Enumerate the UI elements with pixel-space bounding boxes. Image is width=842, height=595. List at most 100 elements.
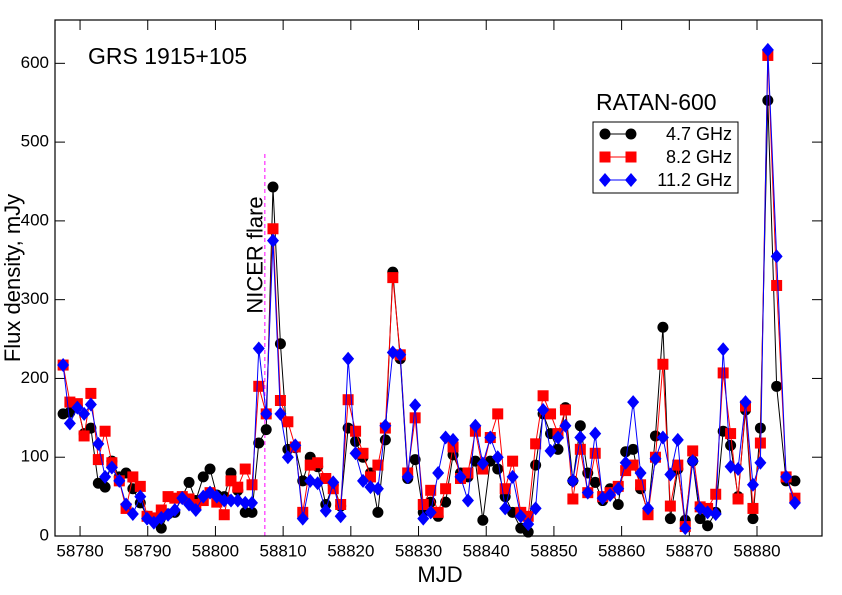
marker	[484, 430, 497, 445]
marker	[364, 480, 377, 495]
marker	[197, 471, 209, 483]
marker	[567, 493, 579, 505]
marker	[507, 455, 519, 467]
marker	[657, 358, 669, 370]
x-tick-label: 58790	[124, 541, 171, 560]
marker	[642, 501, 655, 516]
marker	[454, 469, 467, 484]
marker	[604, 488, 617, 503]
marker	[64, 406, 76, 418]
marker	[189, 503, 202, 518]
marker	[566, 473, 579, 488]
x-tick-label: 58810	[259, 541, 306, 560]
marker	[371, 481, 384, 496]
marker	[589, 426, 602, 441]
marker	[267, 223, 279, 235]
marker	[289, 438, 302, 453]
legend-label: 4.7 GHz	[666, 124, 732, 144]
marker	[589, 447, 601, 459]
marker	[372, 459, 384, 471]
x-tick-label: 58840	[463, 541, 510, 560]
marker	[364, 471, 376, 483]
marker	[664, 500, 676, 512]
marker	[282, 416, 294, 428]
marker	[304, 459, 316, 471]
marker	[245, 495, 258, 510]
marker	[491, 450, 504, 465]
x-tick-label: 58860	[598, 541, 645, 560]
y-axis-label: Flux density, mJy	[0, 194, 25, 362]
marker	[260, 424, 272, 436]
marker	[239, 463, 251, 475]
marker	[447, 432, 460, 447]
marker	[679, 521, 692, 536]
marker	[274, 395, 286, 407]
marker	[225, 475, 237, 487]
marker	[312, 457, 324, 469]
marker	[424, 505, 437, 520]
marker	[85, 387, 97, 399]
x-tick-label: 58850	[530, 541, 577, 560]
marker	[717, 342, 730, 357]
marker	[746, 477, 759, 492]
marker	[762, 94, 774, 106]
marker	[168, 503, 181, 518]
y-tick-label: 0	[40, 525, 49, 544]
marker	[725, 428, 737, 440]
marker	[440, 496, 452, 508]
marker	[619, 455, 632, 470]
marker	[771, 380, 783, 392]
marker	[327, 475, 340, 490]
marker	[342, 351, 355, 366]
marker	[57, 358, 70, 373]
marker	[232, 481, 244, 493]
marker	[225, 493, 238, 508]
marker	[754, 455, 767, 470]
marker	[63, 416, 76, 431]
marker	[625, 173, 637, 187]
marker	[537, 402, 550, 417]
marker	[78, 406, 91, 421]
marker	[425, 484, 437, 496]
x-tick-label: 58820	[327, 541, 374, 560]
marker	[687, 445, 699, 457]
x-tick-label: 58830	[395, 541, 442, 560]
marker	[664, 467, 677, 482]
marker	[761, 42, 774, 57]
marker	[409, 454, 421, 466]
marker	[732, 462, 745, 477]
marker	[461, 493, 474, 508]
marker	[379, 418, 392, 433]
marker	[627, 459, 639, 471]
x-tick-label: 58870	[666, 541, 713, 560]
marker	[710, 488, 722, 500]
marker	[581, 485, 594, 500]
marker	[134, 480, 146, 492]
marker	[599, 151, 611, 163]
marker	[84, 397, 97, 412]
marker	[342, 394, 354, 406]
x-tick-label: 58780	[56, 541, 103, 560]
marker	[671, 432, 684, 447]
marker	[574, 420, 586, 432]
marker	[559, 418, 572, 433]
marker	[204, 463, 216, 475]
marker	[320, 472, 332, 484]
marker	[92, 454, 104, 466]
marker	[625, 151, 637, 163]
chart-title: GRS 1915+105	[88, 43, 247, 69]
marker	[717, 367, 729, 379]
marker	[246, 506, 258, 518]
marker	[417, 498, 429, 510]
marker	[357, 473, 370, 488]
marker	[440, 483, 452, 495]
marker	[469, 418, 482, 433]
marker	[253, 437, 265, 449]
marker	[387, 272, 399, 284]
marker	[218, 509, 230, 521]
marker	[92, 436, 105, 451]
marker	[155, 504, 167, 516]
marker	[113, 473, 126, 488]
marker	[747, 502, 759, 514]
marker	[379, 434, 391, 446]
